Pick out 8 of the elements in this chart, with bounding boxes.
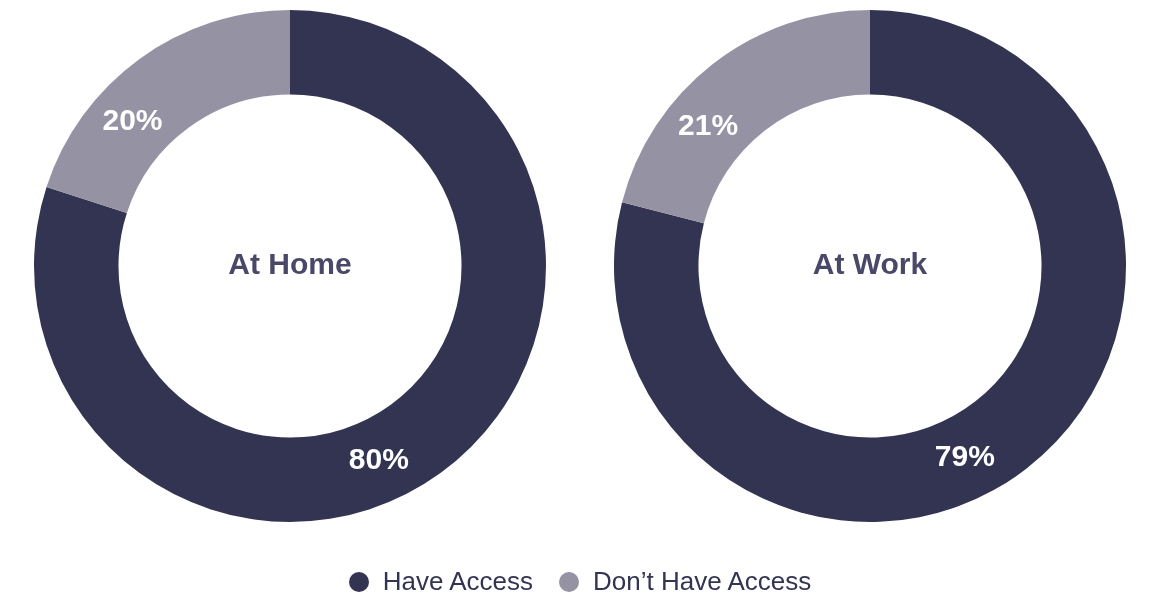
- text: At Work: [812, 247, 928, 281]
- data-label: 21%: [678, 107, 739, 141]
- text: At Home: [228, 247, 352, 281]
- legend-label: Don’t Have Access: [593, 566, 812, 597]
- data-label: 79%: [934, 438, 995, 472]
- data-label: 80%: [348, 441, 409, 475]
- legend-label: Have Access: [382, 566, 534, 597]
- data-label: 20%: [102, 102, 163, 136]
